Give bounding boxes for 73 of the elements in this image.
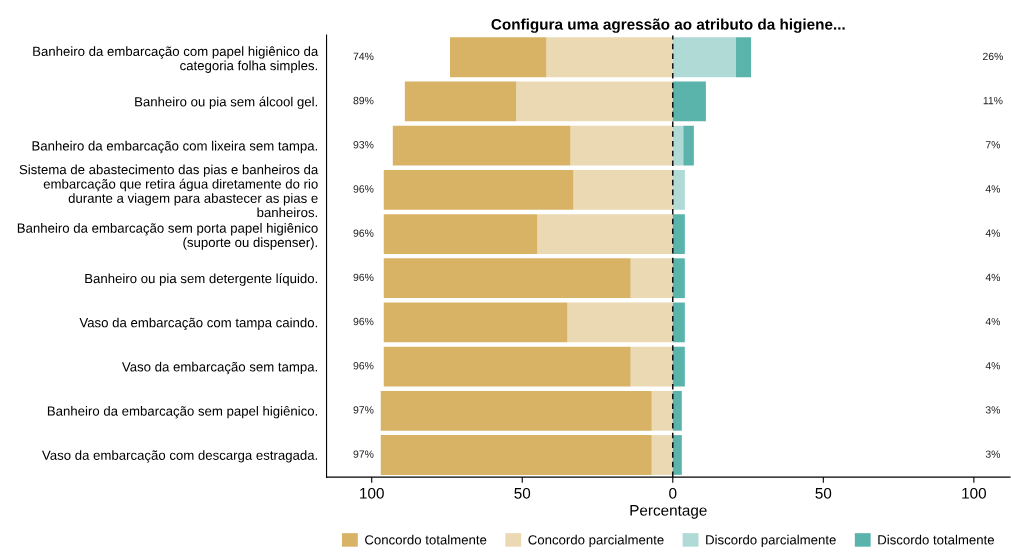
bar: [383, 302, 568, 343]
annotation: 4%: [985, 273, 1001, 281]
annotation: 93%: [353, 141, 374, 149]
x-tick-label: 50: [815, 487, 832, 499]
bar: [683, 125, 694, 166]
bar: [404, 81, 517, 122]
bar: [651, 435, 673, 475]
bar: [380, 435, 652, 475]
x-tick-label: 0: [669, 487, 677, 499]
y-tick-label: Banheiro da embarcação sem papel higiênico.: [47, 406, 318, 419]
bar: [567, 302, 673, 343]
x-tick-label: 100: [962, 487, 987, 499]
bar: [383, 169, 574, 210]
annotation: 96%: [353, 185, 374, 193]
annotation: 4%: [985, 317, 1001, 326]
bar: [672, 37, 737, 78]
bar: [672, 346, 685, 387]
bar: [537, 214, 673, 254]
annotation: 4%: [985, 229, 1001, 237]
bar: [383, 214, 538, 254]
y-tick-label: Banheiro da embarcação sem porta papel higiênico (suporte ou dispenser).: [17, 223, 318, 250]
annotation: 96%: [353, 317, 374, 326]
legend-label: Concordo parcialmente: [528, 534, 664, 548]
legend-label: Concordo totalmente: [365, 534, 487, 545]
annotation: 7%: [985, 141, 1001, 149]
y-tick-label: Vaso da embarcação sem tampa.: [121, 361, 318, 375]
annotation: 97%: [353, 450, 374, 458]
y-tick-label: Banheiro ou pia sem álcool gel.: [135, 96, 318, 110]
annotation: 89%: [353, 96, 374, 105]
y-tick-label: Banheiro da embarcação com papel higiênico da categoria folha simples.: [33, 46, 319, 73]
annotation: 4%: [985, 362, 1001, 370]
bar: [380, 390, 652, 431]
bar: [573, 169, 673, 210]
bar: [672, 81, 706, 122]
x-axis-title: Percentage: [630, 505, 707, 519]
annotation: 96%: [353, 229, 374, 237]
bar: [449, 37, 547, 78]
bar: [630, 258, 673, 299]
x-tick-label: 100: [360, 487, 384, 499]
annotation: 96%: [353, 273, 374, 282]
y-tick-label: Sistema de abastecimento das pias e banheiros da embarcação que retira água diretamente do rio durante a viagem para abastecer as pias e banheiros.: [19, 164, 319, 218]
y-tick-label: Vaso da embarcação com tampa caindo.: [79, 317, 318, 330]
bar: [383, 258, 631, 299]
bar: [672, 302, 685, 343]
annotation: 96%: [353, 362, 374, 370]
bar: [672, 125, 684, 166]
chart-title: Configura uma agressão ao atributo da higiene...: [491, 18, 845, 33]
legend-label: Discordo parcialmente: [706, 534, 836, 548]
legend-label: Discordo totalmente: [878, 534, 994, 545]
annotation: 97%: [353, 406, 374, 414]
y-tick-label: Banheiro da embarcação com lixeira sem tampa.: [32, 140, 318, 154]
bar: [516, 81, 673, 122]
bar: [570, 125, 673, 166]
bar: [392, 125, 571, 166]
bar: [672, 214, 685, 254]
bar: [672, 169, 685, 210]
bar: [672, 258, 685, 299]
annotation: 3%: [985, 406, 1001, 414]
bar: [546, 37, 673, 78]
bar: [672, 435, 682, 475]
bar: [383, 346, 631, 387]
bar: [672, 390, 682, 431]
bar: [736, 37, 752, 78]
annotation: 26%: [983, 52, 1003, 61]
annotation: 74%: [353, 52, 374, 61]
annotation: 4%: [985, 185, 1001, 193]
annotation: 3%: [985, 450, 1001, 458]
bar: [630, 346, 673, 387]
y-tick-label: Banheiro ou pia sem detergente líquido.: [85, 273, 318, 286]
bar: [651, 390, 673, 431]
annotation: 11%: [983, 96, 1003, 105]
x-tick-label: 50: [514, 487, 531, 499]
y-tick-label: Vaso da embarcação com descarga estragada.: [42, 450, 318, 463]
